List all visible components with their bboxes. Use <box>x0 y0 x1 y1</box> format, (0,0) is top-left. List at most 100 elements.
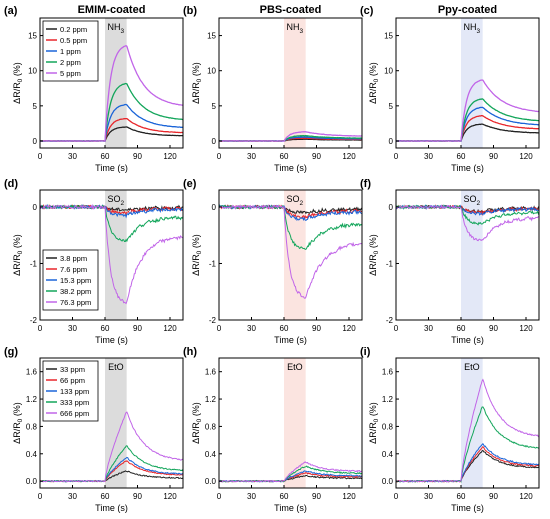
y-tick-label: 1.2 <box>205 395 217 404</box>
legend-label: 66 ppm <box>60 376 85 385</box>
plot-frame <box>39 357 184 489</box>
x-tick-label: 120 <box>163 324 177 333</box>
exposure-window <box>284 190 306 320</box>
x-tick-label: 0 <box>38 492 43 501</box>
y-axis-label: ΔR/R0 (%) <box>191 62 203 104</box>
x-tick-label: 0 <box>38 324 43 333</box>
plot-frame <box>39 189 184 321</box>
x-axis-label: Time (s) <box>95 335 128 345</box>
panel-letter: (f) <box>360 178 371 190</box>
y-axis-label-sub: 0 <box>17 78 24 82</box>
y-tick-label: -2 <box>386 316 394 325</box>
gas-label-sub: 2 <box>477 200 481 207</box>
y-tick-label: 15 <box>384 32 393 41</box>
panel-letter: (c) <box>360 5 374 17</box>
gas-label-main: NH <box>464 22 477 32</box>
series-line-3 <box>39 203 184 219</box>
series-line-4 <box>218 204 363 250</box>
y-tick-label: 5 <box>389 102 394 111</box>
x-tick-label: 30 <box>424 492 433 501</box>
y-tick-label: 0.8 <box>205 422 217 431</box>
gas-label: NH3 <box>464 22 481 35</box>
y-tick-label: 0.0 <box>26 477 38 486</box>
column-title: EMIM-coated <box>78 4 146 16</box>
exposure-window <box>284 358 306 488</box>
legend-label: 15.3 ppm <box>60 276 91 285</box>
y-axis-label-sub: 0 <box>196 78 203 82</box>
x-tick-label: 30 <box>68 152 77 161</box>
y-axis-label-sub: 0 <box>17 250 24 254</box>
legend-box <box>42 20 99 82</box>
y-axis-label-main: ΔR/R <box>368 82 378 104</box>
gas-label: EtO <box>108 362 124 372</box>
y-tick-label: 0.0 <box>205 477 217 486</box>
y-tick-label: 0 <box>389 137 394 146</box>
x-tick-label: 60 <box>101 492 110 501</box>
y-axis-label-sub: 0 <box>373 250 380 254</box>
gas-label: SO2 <box>287 194 304 207</box>
x-tick-label: 60 <box>457 324 466 333</box>
x-axis-label: Time (s) <box>451 335 484 345</box>
y-tick-label: 1.6 <box>26 368 38 377</box>
gas-label-main: NH <box>108 22 121 32</box>
y-tick-label: 10 <box>207 67 216 76</box>
column-title: PBS-coated <box>260 4 322 16</box>
y-axis-label-main: ΔR/R <box>368 254 378 276</box>
legend-label: 38.2 ppm <box>60 287 91 296</box>
y-tick-label: 1.2 <box>382 395 394 404</box>
legend-label: 76.3 ppm <box>60 298 91 307</box>
gas-label-main: EtO <box>464 362 480 372</box>
column-title: Ppy-coated <box>438 4 497 16</box>
y-tick-label: 0.8 <box>26 422 38 431</box>
plot-frame <box>395 189 540 321</box>
gas-label-main: EtO <box>287 362 303 372</box>
y-tick-label: 0.0 <box>382 477 394 486</box>
x-tick-label: 0 <box>394 152 399 161</box>
x-tick-label: 0 <box>394 324 399 333</box>
y-axis-label-unit: (%) <box>12 62 22 79</box>
y-tick-label: -2 <box>209 316 217 325</box>
x-axis-label: Time (s) <box>451 503 484 513</box>
y-tick-label: 5 <box>212 102 217 111</box>
panel-letter: (b) <box>183 5 197 17</box>
exposure-window <box>284 18 306 148</box>
y-axis-label: ΔR/R0 (%) <box>368 402 380 444</box>
legend-label: 0.5 ppm <box>60 36 87 45</box>
x-tick-label: 30 <box>247 324 256 333</box>
exposure-window <box>461 190 483 320</box>
x-tick-label: 90 <box>312 492 321 501</box>
series-line-5 <box>218 461 363 483</box>
y-tick-label: 1.6 <box>205 368 217 377</box>
y-axis-label-unit: (%) <box>191 62 201 79</box>
x-tick-label: 90 <box>133 152 142 161</box>
gas-label: SO2 <box>108 194 125 207</box>
legend-label: 3.8 ppm <box>60 254 87 263</box>
legend-label: 2 ppm <box>60 58 81 67</box>
y-axis-label-main: ΔR/R <box>191 254 201 276</box>
legend-label: 0.2 ppm <box>60 25 87 34</box>
gas-label-main: SO <box>464 194 477 204</box>
x-axis-label: Time (s) <box>95 503 128 513</box>
y-tick-label: 15 <box>28 32 37 41</box>
gas-label-sub: 3 <box>477 28 481 35</box>
y-tick-label: 15 <box>207 32 216 41</box>
gas-label-main: EtO <box>108 362 124 372</box>
x-tick-label: 90 <box>489 324 498 333</box>
series-line-5 <box>39 44 184 142</box>
gas-label-sub: 2 <box>300 200 304 207</box>
y-axis-label-sub: 0 <box>373 78 380 82</box>
plot-frame <box>395 17 540 149</box>
y-axis-label: ΔR/R0 (%) <box>12 62 24 104</box>
x-tick-label: 90 <box>489 492 498 501</box>
y-tick-label: 1.2 <box>26 395 38 404</box>
gas-label: NH3 <box>108 22 125 35</box>
y-axis-label-sub: 0 <box>196 250 203 254</box>
gas-label-main: SO <box>287 194 300 204</box>
y-tick-label: 5 <box>33 102 38 111</box>
legend-label: 33 ppm <box>60 365 85 374</box>
gas-label-sub: 3 <box>300 28 304 35</box>
x-tick-label: 60 <box>457 492 466 501</box>
